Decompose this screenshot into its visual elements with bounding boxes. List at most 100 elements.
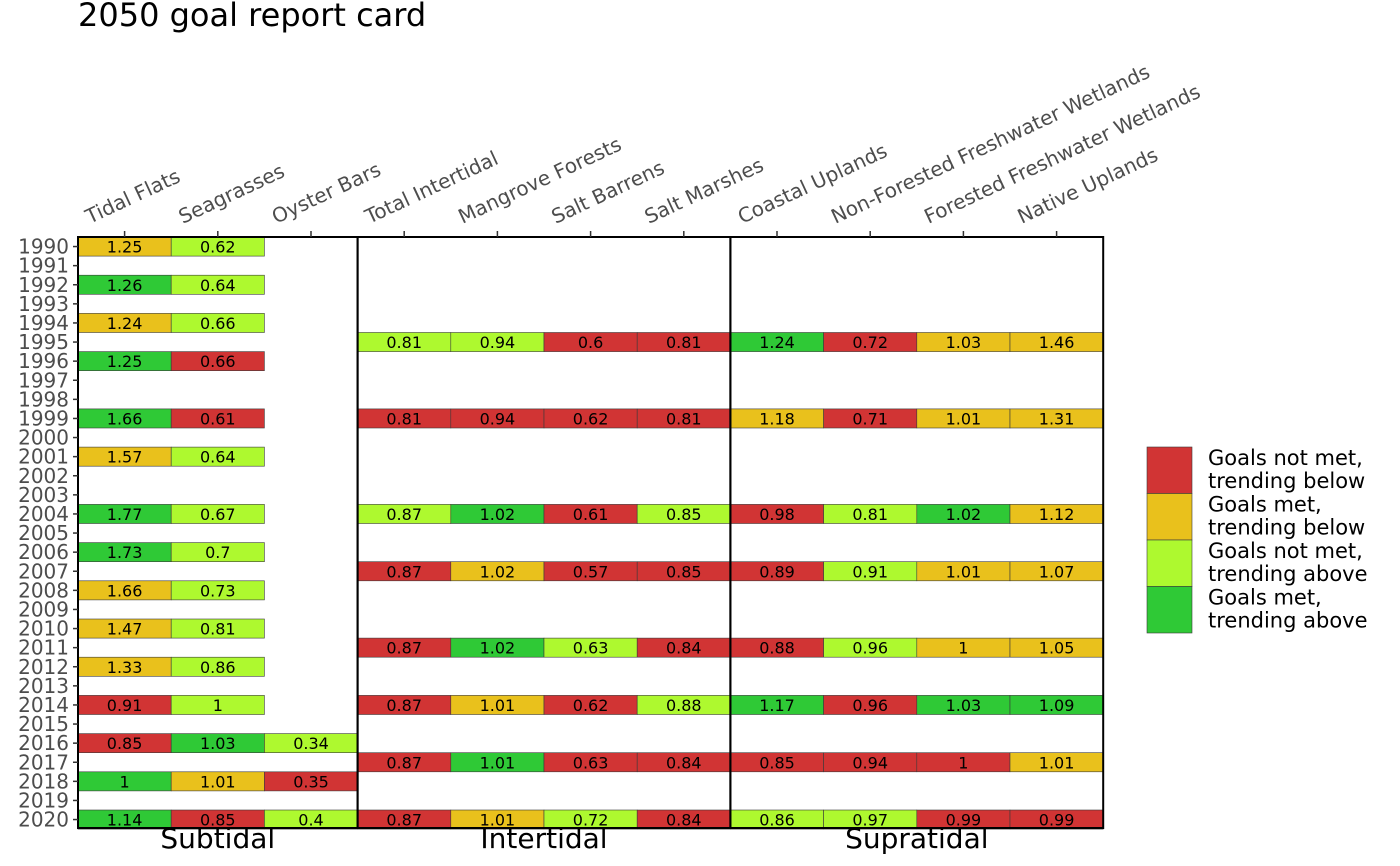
cell-value-label: 0.72 xyxy=(852,333,888,352)
cell-value-label: 0.85 xyxy=(666,505,702,524)
cell-value-label: 0.81 xyxy=(386,409,422,428)
cell-value-label: 0.61 xyxy=(573,505,609,524)
cell-value-label: 1.12 xyxy=(1039,505,1075,524)
year-label: 2006 xyxy=(18,540,69,564)
cell-value-label: 1.01 xyxy=(200,772,236,791)
heat-cell xyxy=(170,446,265,467)
year-label: 2015 xyxy=(18,712,69,736)
year-label: 2013 xyxy=(18,674,69,698)
cell-value-label: 0.67 xyxy=(200,505,236,524)
year-label: 2020 xyxy=(18,808,69,832)
year-label: 2012 xyxy=(18,655,69,679)
cell-value-label: 1.01 xyxy=(1039,753,1075,772)
legend-swatch-m_below xyxy=(1146,493,1193,541)
cell-value-label: 1.14 xyxy=(107,811,143,830)
cell-value-label: 0.87 xyxy=(386,811,422,830)
year-label: 2017 xyxy=(18,750,69,774)
cell-value-label: 0.87 xyxy=(386,562,422,581)
cell-value-label: 1 xyxy=(120,772,130,791)
heat-cell xyxy=(170,618,265,639)
year-label: 2004 xyxy=(18,502,69,526)
cell-value-label: 1.25 xyxy=(107,238,143,257)
legend-swatch-m_above xyxy=(1146,586,1193,634)
heat-cell xyxy=(170,504,265,524)
cell-value-label: 0.34 xyxy=(293,734,329,753)
cell-value-label: 0.81 xyxy=(666,333,702,352)
column-label: Tidal Flats xyxy=(81,164,184,229)
cell-value-label: 0.91 xyxy=(852,562,888,581)
year-label: 1990 xyxy=(18,235,69,259)
cell-value-label: 0.63 xyxy=(573,639,609,658)
panel-border-intertidal xyxy=(356,236,732,829)
year-label: 2010 xyxy=(18,617,69,641)
cell-value-label: 1.01 xyxy=(480,753,516,772)
cell-value-label: 0.94 xyxy=(480,333,516,352)
heat-cell xyxy=(170,695,265,715)
cell-value-label: 0.85 xyxy=(107,734,143,753)
cell-value-label: 0.73 xyxy=(200,581,236,600)
column-label: Mangrove Forests xyxy=(454,132,625,229)
year-label: 1997 xyxy=(18,368,69,392)
heat-cell xyxy=(170,656,265,677)
heat-cell xyxy=(170,313,265,333)
legend-swatch-nm_above xyxy=(1146,539,1193,587)
cell-value-label: 1.03 xyxy=(946,333,982,352)
heat-cell xyxy=(170,351,265,372)
year-label: 1992 xyxy=(18,273,69,297)
year-label: 2014 xyxy=(18,693,69,717)
cell-value-label: 0.84 xyxy=(666,639,702,658)
cell-value-label: 1.01 xyxy=(480,811,516,830)
cell-layer: 1.25 0.62 1.26 0.64 1.24 0.66 0.81 0.94 0.6 0.81 1… xyxy=(77,236,1104,830)
heat-cell xyxy=(170,580,265,601)
cell-value-label: 1.26 xyxy=(107,276,143,295)
cell-value-label: 0.85 xyxy=(666,562,702,581)
cell-value-label: 0.6 xyxy=(578,333,603,352)
cell-value-label: 0.87 xyxy=(386,696,422,715)
cell-value-label: 1.47 xyxy=(107,620,143,639)
cell-value-label: 0.57 xyxy=(573,562,609,581)
heat-cell xyxy=(170,408,265,429)
cell-value-label: 0.61 xyxy=(200,409,236,428)
cell-value-label: 1.57 xyxy=(107,448,143,467)
cell-value-label: 0.94 xyxy=(852,753,888,772)
cell-value-label: 1.02 xyxy=(480,639,516,658)
cell-value-label: 1.02 xyxy=(480,562,516,581)
cell-value-label: 1.05 xyxy=(1039,639,1075,658)
cell-value-label: 0.88 xyxy=(666,696,702,715)
cell-value-label: 0.62 xyxy=(573,696,609,715)
year-label: 1999 xyxy=(18,406,69,430)
cell-value-label: 0.63 xyxy=(573,753,609,772)
year-label: 1995 xyxy=(18,330,69,354)
heat-cell xyxy=(170,542,265,562)
cell-value-label: 0.91 xyxy=(107,696,143,715)
cell-value-label: 0.62 xyxy=(200,238,236,257)
cell-value-label: 0.81 xyxy=(200,620,236,639)
year-label: 2003 xyxy=(18,483,69,507)
cell-value-label: 1.01 xyxy=(946,409,982,428)
cell-value-label: 1.09 xyxy=(1039,696,1075,715)
cell-value-label: 1 xyxy=(958,753,968,772)
year-label: 1994 xyxy=(18,311,69,335)
cell-value-label: 1.02 xyxy=(480,505,516,524)
cell-value-label: 0.87 xyxy=(386,753,422,772)
legend-label: trending above xyxy=(1208,609,1368,633)
year-label: 2019 xyxy=(18,788,69,812)
cell-value-label: 0.96 xyxy=(852,696,888,715)
cell-value-label: 1 xyxy=(213,696,223,715)
year-label: 1991 xyxy=(18,254,69,278)
cell-value-label: 1.25 xyxy=(107,352,143,371)
cell-value-label: 0.87 xyxy=(386,505,422,524)
group-label-subtidal: Subtidal xyxy=(160,822,275,855)
legend-label: trending below xyxy=(1208,516,1365,540)
year-label: 1998 xyxy=(18,387,69,411)
cell-value-label: 0.64 xyxy=(200,448,236,467)
group-label-supratidal: Supratidal xyxy=(845,822,988,855)
cell-value-label: 0.85 xyxy=(759,753,795,772)
cell-value-label: 0.85 xyxy=(200,811,236,830)
cell-value-label: 1.01 xyxy=(480,696,516,715)
legend-label: Goals not met, xyxy=(1208,539,1363,563)
cell-value-label: 0.94 xyxy=(480,409,516,428)
panel-border-supratidal xyxy=(729,236,1105,829)
chart-title: 2050 goal report card xyxy=(78,0,426,34)
year-label: 2016 xyxy=(18,731,69,755)
